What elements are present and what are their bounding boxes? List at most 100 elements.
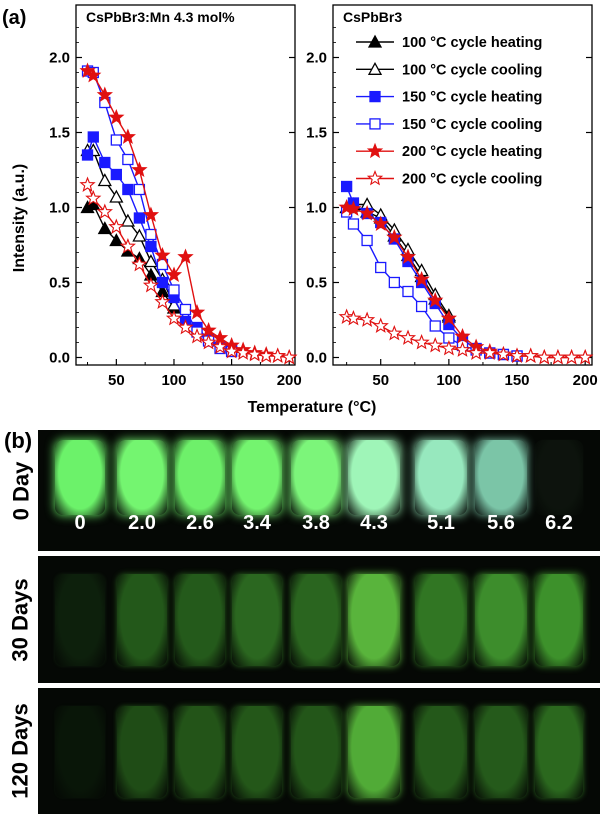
data-point [454,327,471,344]
data-point [154,293,171,309]
data-point [131,255,148,272]
data-point [200,333,217,350]
series-200-c-cycle-heating [338,198,594,365]
data-point [200,321,217,338]
data-point [454,341,471,357]
data-point [168,284,180,296]
y-tick-label: 0.0 [306,350,327,367]
data-point [110,134,122,146]
concentration-label: 2.0 [128,512,156,534]
film-sample [175,706,225,798]
data-point [97,221,112,235]
y-tick-label: 1.5 [49,125,70,142]
legend-entry: 100 °C cycle cooling [402,62,542,78]
y-tick-label: 0.5 [49,275,70,292]
data-point [108,108,125,125]
data-point [372,317,389,333]
film-sample [291,574,341,666]
photo-row-label: 0 Day [4,430,38,551]
concentration-label: 0 [74,512,86,534]
film-sample [232,574,282,666]
x-tick-label: 50 [108,372,125,389]
data-point [399,248,417,264]
data-point [508,347,526,363]
series-200-c-cycle-cooling [79,176,298,365]
film-sample [535,574,583,666]
data-point [99,156,111,169]
data-point [366,169,384,186]
data-point [109,189,124,203]
film-sample [117,706,167,798]
data-point [345,200,362,216]
series-150-c-cycle-heating [340,180,523,362]
data-point [85,189,102,206]
film-sample [475,574,527,666]
data-point [375,261,387,274]
data-point [97,173,112,187]
data-point [347,218,360,230]
film-sample [291,706,341,798]
data-point [211,338,229,354]
data-point [427,336,444,353]
y-tick-label: 1.0 [49,200,70,217]
data-point [440,339,457,356]
plot-frame [332,4,593,366]
film-sample [232,440,282,515]
film-sample [348,706,400,798]
data-point [369,118,381,130]
x-tick-label: 100 [436,372,461,389]
film-sample [415,574,467,666]
film-sample [55,574,105,666]
data-point [188,327,206,344]
data-point [413,270,430,287]
photo-row-label-text: 120 Days [8,703,34,799]
plot-cspbbr3-mn: 50 100 150 200 0.0 0.5 1.0 1.5 2.0 CsPbBr3:Mn 4.3… [49,4,302,389]
legend: 100 °C cycle heating 100 °C cycle cooling… [356,34,542,188]
data-point [96,203,113,219]
concentration-label: 3.8 [302,512,330,534]
data-point [122,153,134,166]
data-point [367,34,383,48]
legend-entry: 200 °C cycle cooling [402,172,542,188]
data-point [440,309,457,326]
film-sample [475,440,527,515]
plot-title: CsPbBr3 [343,9,402,25]
data-point [388,276,400,289]
panel-b-label: (b) [4,428,33,453]
y-tick-label: 2.0 [306,50,327,67]
data-point [179,303,192,316]
legend-entry: 150 °C cycle heating [402,90,542,106]
data-point [522,347,539,363]
y-tick-label: 1.0 [306,200,327,217]
concentration-label: 5.6 [487,512,515,534]
film-sample [175,440,225,515]
y-tick-label: 0.5 [306,275,327,292]
data-point [536,348,553,365]
data-point [413,333,430,350]
data-point [188,303,206,320]
legend-entry: 150 °C cycle cooling [402,117,542,133]
data-point [142,206,160,222]
film-sample [415,440,467,515]
data-point [399,329,417,345]
film-sample [415,706,467,798]
data-point [156,276,169,289]
data-point [386,228,403,245]
data-point [549,348,567,365]
plot-title: CsPbBr3:Mn 4.3 mol% [86,9,235,25]
data-point [269,347,286,363]
data-point [563,348,580,365]
data-point [281,348,298,365]
film-sample [291,440,341,515]
photo-row-label-text: 30 Days [8,577,33,662]
data-point [143,254,159,268]
data-point [96,86,113,102]
film-sample [175,574,225,666]
data-point [345,309,362,326]
film-sample [117,574,167,666]
data-point [119,128,136,144]
data-point [108,218,125,234]
data-point [87,131,99,143]
series-line [345,211,518,357]
data-point [340,180,353,193]
